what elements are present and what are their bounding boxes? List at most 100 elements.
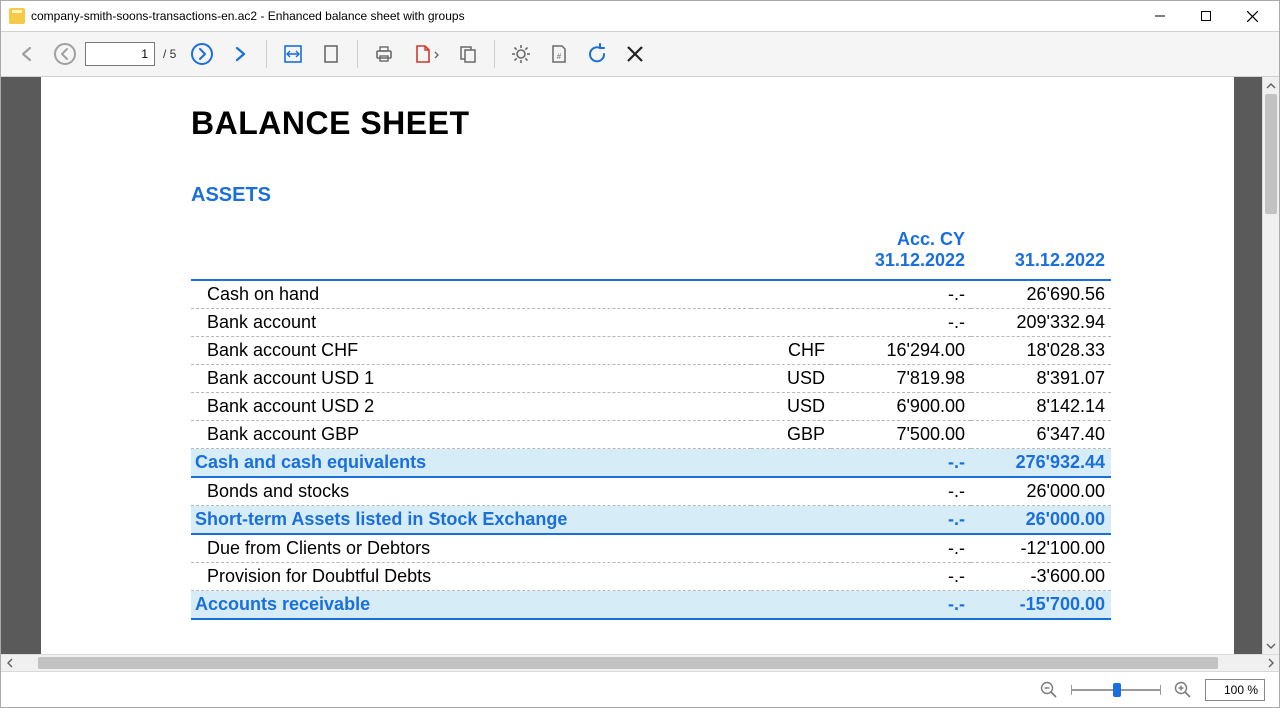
cell-currency: [751, 506, 831, 535]
page-content: BALANCE SHEET ASSETS Acc. CY 31.12.2022 …: [41, 77, 1234, 620]
zoom-out-button[interactable]: [1037, 678, 1061, 702]
cell-currency: [751, 477, 831, 506]
cell-name: Bank account CHF: [191, 337, 751, 365]
zoom-tick: [1071, 685, 1072, 695]
page-viewport[interactable]: BALANCE SHEET ASSETS Acc. CY 31.12.2022 …: [41, 77, 1234, 654]
copy-button[interactable]: [450, 36, 486, 72]
toolbar-sep-1: [266, 40, 267, 68]
scroll-down-icon[interactable]: [1263, 637, 1279, 654]
cell-acc: -.-: [831, 563, 971, 591]
prev-page-button[interactable]: [47, 36, 83, 72]
col-header-date: 31.12.2022: [971, 225, 1111, 280]
cell-currency: [751, 280, 831, 309]
window-title: company-smith-soons-transactions-en.ac2 …: [31, 9, 465, 23]
cell-currency: [751, 591, 831, 620]
vscroll-track[interactable]: [1263, 94, 1279, 637]
cell-name: Bank account GBP: [191, 421, 751, 449]
cell-value: 276'932.44: [971, 449, 1111, 478]
cell-name: Provision for Doubtful Debts: [191, 563, 751, 591]
balance-table: Acc. CY 31.12.2022 31.12.2022 Cash on ha…: [191, 225, 1111, 620]
cell-value: -15'700.00: [971, 591, 1111, 620]
table-row: Due from Clients or Debtors-.--12'100.00: [191, 534, 1111, 563]
zoom-tick: [1160, 685, 1161, 695]
cell-acc: -.-: [831, 280, 971, 309]
cell-name: Bank account USD 1: [191, 365, 751, 393]
cell-value: 26'690.56: [971, 280, 1111, 309]
maximize-button[interactable]: [1183, 1, 1229, 31]
cell-name: Cash on hand: [191, 280, 751, 309]
cell-acc: 6'900.00: [831, 393, 971, 421]
svg-text:#: #: [557, 52, 562, 61]
col-header-name: [191, 225, 751, 280]
cell-value: -3'600.00: [971, 563, 1111, 591]
scroll-left-icon[interactable]: [1, 655, 18, 672]
cell-name: Accounts receivable: [191, 591, 751, 620]
page-number-input[interactable]: [85, 42, 155, 66]
print-button[interactable]: [366, 36, 402, 72]
cell-currency: [751, 534, 831, 563]
next-page-button[interactable]: [184, 36, 220, 72]
toolbar: / 5 #: [1, 31, 1279, 77]
cell-currency: USD: [751, 393, 831, 421]
vertical-scrollbar[interactable]: [1262, 77, 1279, 654]
cell-value: 8'142.14: [971, 393, 1111, 421]
app-window: company-smith-soons-transactions-en.ac2 …: [0, 0, 1280, 708]
col-header-currency: [751, 225, 831, 280]
cell-currency: GBP: [751, 421, 831, 449]
cell-value: 6'347.40: [971, 421, 1111, 449]
cell-value: 18'028.33: [971, 337, 1111, 365]
cell-value: 209'332.94: [971, 309, 1111, 337]
scroll-up-icon[interactable]: [1263, 77, 1279, 94]
cell-currency: CHF: [751, 337, 831, 365]
table-row: Bonds and stocks-.-26'000.00: [191, 477, 1111, 506]
cell-acc: -.-: [831, 506, 971, 535]
zoom-in-button[interactable]: [1171, 678, 1195, 702]
first-page-button[interactable]: [9, 36, 45, 72]
scroll-right-icon[interactable]: [1262, 655, 1279, 672]
zoom-slider[interactable]: [1071, 680, 1161, 700]
table-row: Bank account -.-209'332.94: [191, 309, 1111, 337]
cell-name: Bonds and stocks: [191, 477, 751, 506]
horizontal-scrollbar[interactable]: [1, 654, 1279, 671]
group-row: Accounts receivable-.--15'700.00: [191, 591, 1111, 620]
fit-page-button[interactable]: [313, 36, 349, 72]
zoom-input[interactable]: [1205, 679, 1265, 701]
cell-name: Due from Clients or Debtors: [191, 534, 751, 563]
cell-currency: [751, 309, 831, 337]
close-preview-button[interactable]: [617, 36, 653, 72]
cell-acc: -.-: [831, 449, 971, 478]
last-page-button[interactable]: [222, 36, 258, 72]
cell-value: 26'000.00: [971, 477, 1111, 506]
fit-width-button[interactable]: [275, 36, 311, 72]
cell-acc: -.-: [831, 309, 971, 337]
vscroll-thumb[interactable]: [1265, 94, 1277, 214]
col-header-acc: Acc. CY 31.12.2022: [831, 225, 971, 280]
export-pdf-button[interactable]: [404, 36, 448, 72]
statusbar: [1, 671, 1279, 707]
hscroll-thumb[interactable]: [38, 657, 1218, 669]
cell-acc: 7'819.98: [831, 365, 971, 393]
table-row: Bank account USD 1USD7'819.988'391.07: [191, 365, 1111, 393]
table-row: Bank account CHFCHF16'294.0018'028.33: [191, 337, 1111, 365]
document-area: BALANCE SHEET ASSETS Acc. CY 31.12.2022 …: [1, 77, 1279, 654]
group-row: Short-term Assets listed in Stock Exchan…: [191, 506, 1111, 535]
hscroll-track[interactable]: [18, 655, 1262, 671]
refresh-button[interactable]: [579, 36, 615, 72]
minimize-button[interactable]: [1137, 1, 1183, 31]
app-icon: [9, 8, 25, 24]
cell-currency: USD: [751, 365, 831, 393]
close-button[interactable]: [1229, 1, 1275, 31]
cell-acc: -.-: [831, 534, 971, 563]
cell-name: Bank account USD 2: [191, 393, 751, 421]
document-title: BALANCE SHEET: [191, 105, 1179, 142]
toolbar-sep-3: [494, 40, 495, 68]
cell-acc: 7'500.00: [831, 421, 971, 449]
page-shadow-right: [1234, 77, 1262, 654]
window-controls: [1137, 1, 1275, 31]
settings-button[interactable]: [503, 36, 539, 72]
cell-name: Bank account: [191, 309, 751, 337]
zoom-slider-knob[interactable]: [1113, 683, 1121, 697]
toolbar-sep-2: [357, 40, 358, 68]
cell-acc: 16'294.00: [831, 337, 971, 365]
page-settings-button[interactable]: #: [541, 36, 577, 72]
